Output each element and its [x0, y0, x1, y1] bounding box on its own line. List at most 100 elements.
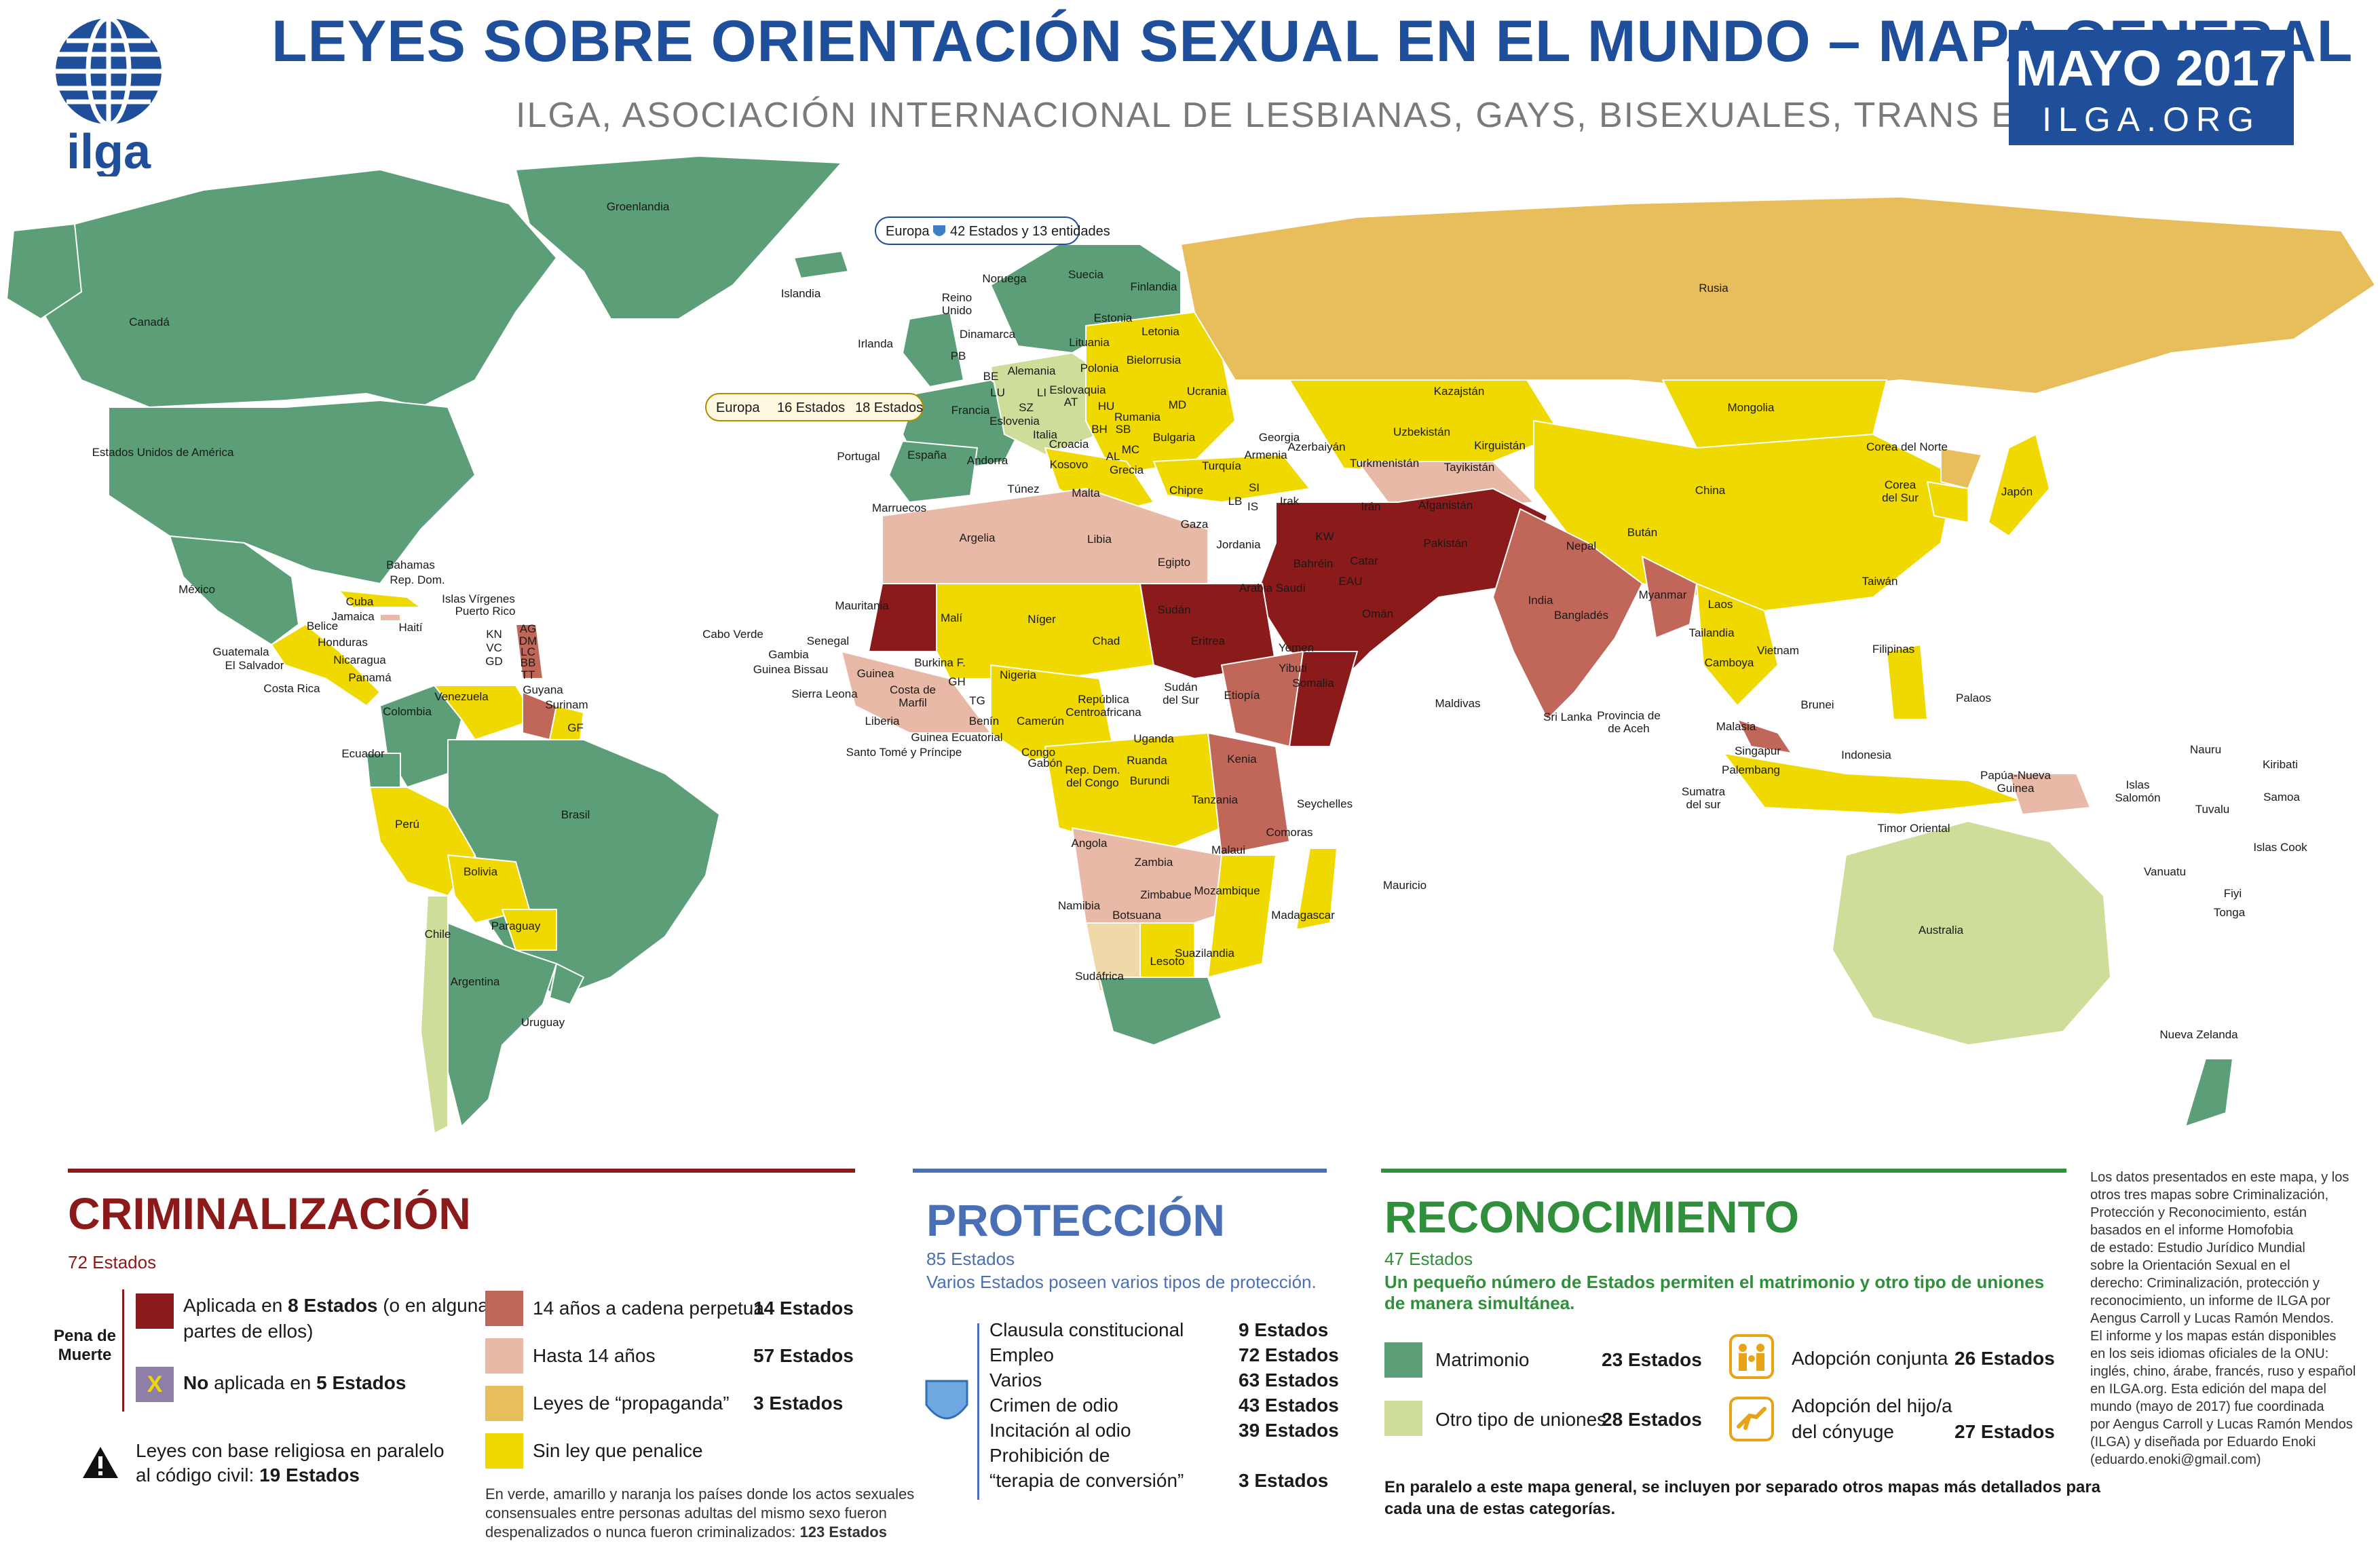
- country-label-chile: Chile: [425, 928, 451, 941]
- country-label-tt: TT: [521, 668, 535, 681]
- country-label-nicaragua: Nicaragua: [333, 654, 386, 666]
- crim-row-value: 14 Estados: [753, 1298, 854, 1319]
- country-label-mongolia: Mongolia: [1728, 401, 1775, 414]
- warning-icon: [81, 1445, 119, 1483]
- prot-note: Varios Estados poseen varios tipos de pr…: [926, 1272, 1317, 1292]
- prot-row-value: 39 Estados: [1239, 1420, 1339, 1441]
- ilga-logo: ilga: [41, 14, 176, 179]
- country-label-india: India: [1528, 594, 1553, 607]
- country-label-armenia: Armenia: [1244, 449, 1287, 461]
- country-label-gd: GD: [485, 655, 503, 668]
- inset-europe-recognition: Europa 16 Estados 18 Estados: [705, 393, 924, 421]
- country-label-tonga: Tonga: [2214, 906, 2246, 919]
- country-label-kiribati: Kiribati: [2263, 758, 2298, 771]
- region-russia: [1180, 196, 2376, 394]
- country-label-be: BE: [983, 370, 999, 383]
- country-label-jordania: Jordania: [1216, 538, 1261, 551]
- region-australia: [1832, 820, 2111, 1046]
- country-label-finlandia: Finlandia: [1131, 280, 1178, 293]
- religious-law-label: Leyes con base religiosa en paralelo: [136, 1440, 445, 1461]
- country-label-pb: PB: [951, 349, 966, 362]
- country-label-ecuador: Ecuador: [341, 747, 385, 760]
- crim-footnote: En verde, amarillo y naranja los países …: [485, 1486, 915, 1540]
- info-text: Los datos presentados en este mapa, y lo…: [2090, 1169, 2362, 1469]
- info-line: Los datos presentados en este mapa, y lo…: [2090, 1170, 2349, 1185]
- country-label-sumatra: Sumatra del sur: [1682, 785, 1726, 811]
- country-label-sierraleona: Sierra Leona: [791, 687, 858, 700]
- info-line: (eduardo.enoki@gmail.com): [2090, 1452, 2261, 1467]
- country-label-gh: GH: [948, 675, 966, 688]
- country-label-papua: Papúa-Nueva Guinea: [1980, 769, 2052, 795]
- inset-europe-protection: Europa 42 Estados y 13 entidades: [875, 216, 1110, 245]
- info-line: Aengus Carroll y Lucas Ramón Mendos.: [2090, 1311, 2335, 1326]
- shield-icon: [933, 225, 945, 236]
- country-label-malasia: Malasia: [1716, 720, 1756, 733]
- prot-row-label: Incitación al odio: [989, 1420, 1131, 1441]
- country-label-polonia: Polonia: [1080, 362, 1119, 375]
- joint-adoption-icon: [1729, 1334, 1774, 1382]
- country-label-uganda: Uganda: [1133, 732, 1174, 745]
- country-label-uzbekistan: Uzbekistán: [1393, 426, 1450, 438]
- prot-row-label: “terapia de conversión”: [989, 1470, 1184, 1491]
- logo-text: ilga: [67, 125, 151, 176]
- country-label-li: LI: [1037, 386, 1046, 399]
- country-label-turquia: Turquía: [1202, 459, 1242, 472]
- country-label-kazajstan: Kazajstán: [1434, 385, 1485, 398]
- region-papua: [2008, 773, 2091, 815]
- country-label-zimbabue: Zimbabue: [1140, 888, 1192, 901]
- info-line: El informe y los mapas están disponibles: [2090, 1329, 2337, 1344]
- country-label-cook: Islas Cook: [2253, 841, 2307, 854]
- country-label-ag: AG: [520, 622, 537, 635]
- country-label-croacia: Croacia: [1049, 438, 1089, 451]
- country-label-vietnam: Vietnam: [1757, 644, 1799, 657]
- country-label-palembang: Palembang: [1722, 763, 1780, 776]
- other-unions-label: Otro tipo de uniones: [1435, 1409, 1607, 1430]
- country-label-argelia: Argelia: [960, 531, 996, 544]
- country-label-japon: Japón: [2001, 485, 2033, 498]
- country-label-estonia: Estonia: [1094, 311, 1133, 324]
- country-label-brunei: Brunei: [1800, 698, 1834, 711]
- country-label-indonesia: Indonesia: [1841, 749, 1891, 761]
- country-label-tailandia: Tailandia: [1688, 626, 1735, 639]
- country-label-honduras: Honduras: [318, 636, 368, 649]
- country-label-surinam: Surinam: [545, 698, 588, 711]
- country-label-chad: Chad: [1093, 635, 1120, 647]
- country-label-vc: VC: [486, 641, 502, 654]
- country-label-turkmenistan: Turkmenistán: [1350, 457, 1419, 470]
- country-label-bahrein: Bahréin: [1293, 557, 1334, 570]
- country-label-etiopia: Etiopía: [1224, 689, 1260, 702]
- country-label-maldivas: Maldivas: [1435, 697, 1480, 710]
- country-label-butan: Bután: [1627, 526, 1657, 539]
- country-label-at: AT: [1064, 396, 1078, 409]
- country-label-arabia: Arabia Saudí: [1239, 582, 1306, 594]
- country-label-bb: BB: [521, 656, 536, 669]
- swatch-marriage: [1384, 1342, 1422, 1378]
- country-label-srilanka: Sri Lanka: [1543, 711, 1592, 723]
- country-label-cuba: Cuba: [346, 595, 374, 608]
- country-label-benin: Benín: [969, 715, 999, 727]
- country-label-gambia: Gambia: [768, 648, 809, 661]
- marriage-label: Matrimonio: [1435, 1349, 1530, 1370]
- country-label-francia: Francia: [951, 404, 990, 417]
- country-label-sz: SZ: [1019, 401, 1034, 414]
- country-label-tunez: Túnez: [1007, 483, 1039, 495]
- country-label-afganistan: Afganistán: [1418, 499, 1473, 512]
- region-iberia: [888, 440, 978, 503]
- death-applied-label: Aplicada en 8 Estados (o en algunas: [183, 1295, 498, 1316]
- country-label-gaza: Gaza: [1181, 518, 1209, 531]
- country-label-coreasur: Corea del Sur: [1882, 478, 1919, 504]
- country-label-malta: Malta: [1072, 487, 1100, 499]
- country-label-rca: República Centroafricana: [1065, 693, 1141, 719]
- country-label-lu: LU: [990, 386, 1005, 399]
- info-line: otros tres mapas sobre Criminalización,: [2090, 1188, 2329, 1203]
- country-label-guyana: Guyana: [523, 683, 563, 696]
- info-line: por Aengus Carroll y Lucas Ramón Mendos: [2090, 1417, 2353, 1432]
- country-label-yibuti: Yibuti: [1279, 662, 1307, 675]
- region-china: [1533, 420, 1955, 611]
- country-label-australia: Australia: [1919, 924, 1964, 937]
- country-label-repdom: Rep. Dom.: [390, 573, 445, 586]
- country-label-myanmar: Myanmar: [1639, 588, 1687, 601]
- country-label-kn: KN: [486, 628, 502, 641]
- country-label-gabon: Gabón: [1027, 757, 1062, 770]
- date-label: MAYO 2017: [2015, 40, 2288, 96]
